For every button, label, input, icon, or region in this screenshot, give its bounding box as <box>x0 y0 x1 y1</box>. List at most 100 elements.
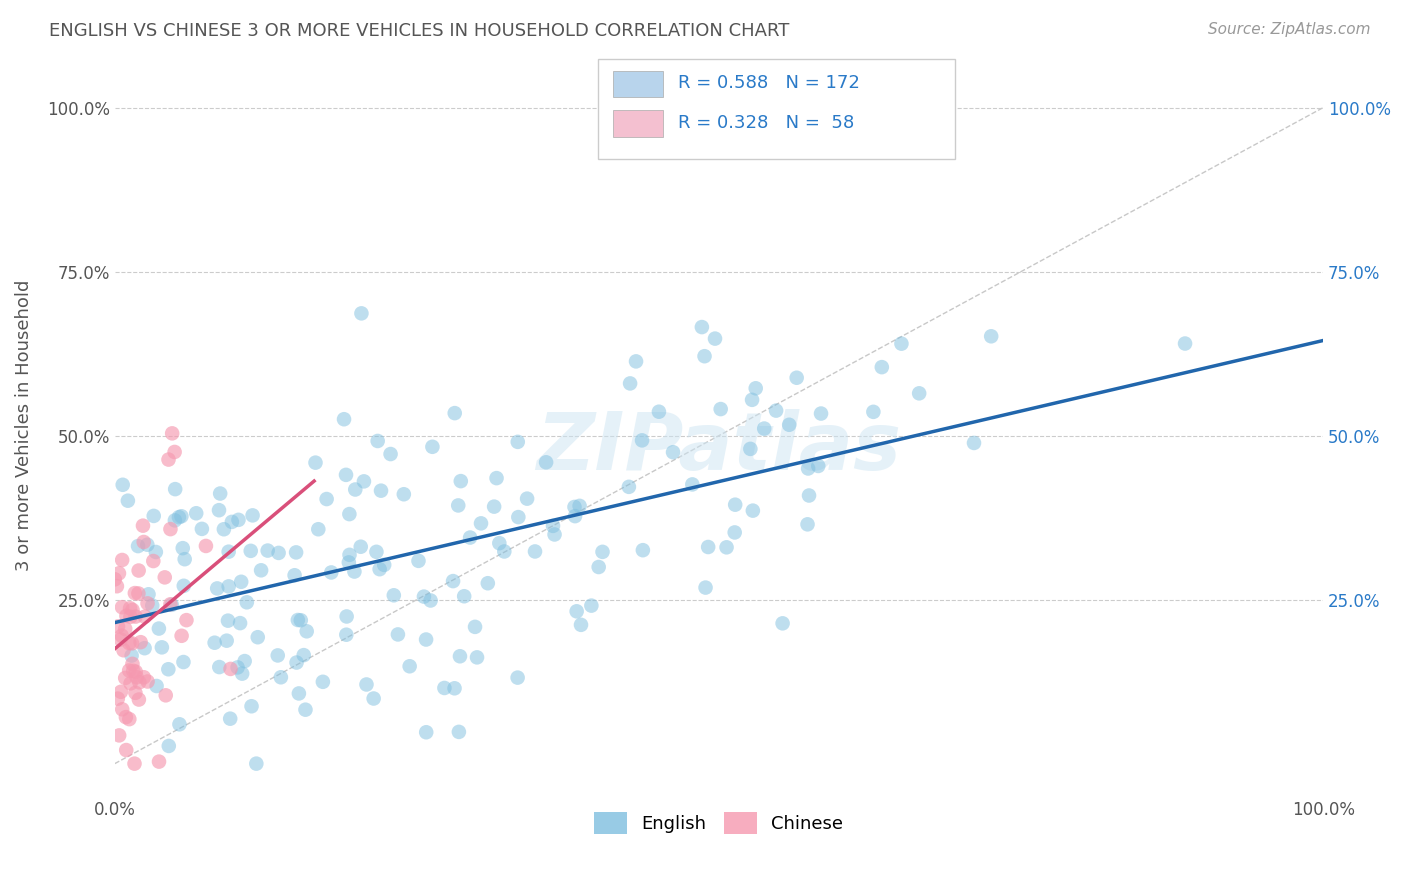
Chinese <box>107 619 129 633</box>
English <box>724 498 747 512</box>
English <box>980 329 1002 343</box>
English <box>534 455 557 469</box>
English <box>741 503 763 517</box>
Chinese <box>160 426 183 441</box>
Chinese <box>129 635 152 649</box>
English <box>350 540 373 554</box>
English <box>142 508 165 523</box>
English <box>292 648 315 662</box>
English <box>433 681 456 695</box>
English <box>117 493 139 508</box>
English <box>208 503 231 517</box>
Chinese <box>120 610 142 624</box>
English <box>245 756 267 771</box>
Chinese <box>219 662 242 676</box>
English <box>581 599 603 613</box>
English <box>380 447 402 461</box>
English <box>363 691 385 706</box>
Text: ZIPatlas: ZIPatlas <box>537 409 901 487</box>
English <box>413 590 436 604</box>
English <box>415 632 437 647</box>
English <box>212 522 235 536</box>
English <box>141 599 163 613</box>
Text: ENGLISH VS CHINESE 3 OR MORE VEHICLES IN HOUSEHOLD CORRELATION CHART: ENGLISH VS CHINESE 3 OR MORE VEHICLES IN… <box>49 22 790 40</box>
English <box>333 412 356 426</box>
English <box>285 656 308 670</box>
English <box>270 670 292 684</box>
Chinese <box>118 664 141 678</box>
Chinese <box>108 728 131 742</box>
English <box>165 482 187 496</box>
English <box>564 509 586 524</box>
English <box>205 582 228 596</box>
English <box>148 622 170 636</box>
English <box>267 546 290 560</box>
Chinese <box>136 596 159 610</box>
English <box>488 536 510 550</box>
English <box>267 648 290 663</box>
English <box>754 421 776 435</box>
English <box>218 579 240 593</box>
English <box>465 650 488 665</box>
English <box>470 516 492 531</box>
English <box>170 509 193 524</box>
English <box>662 445 685 459</box>
English <box>449 649 471 664</box>
Chinese <box>125 670 148 684</box>
Chinese <box>134 609 156 624</box>
English <box>541 519 564 533</box>
English <box>236 595 259 609</box>
English <box>226 660 249 674</box>
English <box>697 540 720 554</box>
English <box>343 565 366 579</box>
English <box>250 563 273 577</box>
FancyBboxPatch shape <box>613 110 664 136</box>
English <box>506 434 529 449</box>
English <box>1174 336 1197 351</box>
English <box>127 539 149 553</box>
Chinese <box>111 629 134 643</box>
Chinese <box>153 570 176 584</box>
English <box>408 554 430 568</box>
English <box>477 576 499 591</box>
Chinese <box>128 692 150 706</box>
English <box>387 627 409 641</box>
Chinese <box>115 710 138 724</box>
English <box>219 712 242 726</box>
English <box>136 538 159 552</box>
English <box>370 483 392 498</box>
Chinese <box>132 518 155 533</box>
English <box>157 662 180 676</box>
English <box>315 491 337 506</box>
English <box>564 500 586 514</box>
English <box>716 541 738 555</box>
English <box>339 548 361 562</box>
English <box>366 545 388 559</box>
Chinese <box>118 712 141 726</box>
English <box>617 480 640 494</box>
English <box>285 545 308 559</box>
English <box>695 581 717 595</box>
Chinese <box>124 756 146 771</box>
English <box>173 579 195 593</box>
English <box>229 616 252 631</box>
English <box>307 522 329 536</box>
English <box>450 474 472 488</box>
English <box>145 545 167 559</box>
Chinese <box>124 586 146 600</box>
Chinese <box>121 657 143 671</box>
English <box>208 660 231 674</box>
English <box>228 513 250 527</box>
English <box>797 488 820 502</box>
English <box>191 522 214 536</box>
Chinese <box>176 613 198 627</box>
English <box>796 517 818 532</box>
English <box>565 604 588 618</box>
Chinese <box>124 686 146 700</box>
English <box>443 406 465 420</box>
English <box>239 544 262 558</box>
English <box>786 370 808 384</box>
English <box>288 686 311 700</box>
Chinese <box>111 553 134 567</box>
English <box>160 598 183 612</box>
